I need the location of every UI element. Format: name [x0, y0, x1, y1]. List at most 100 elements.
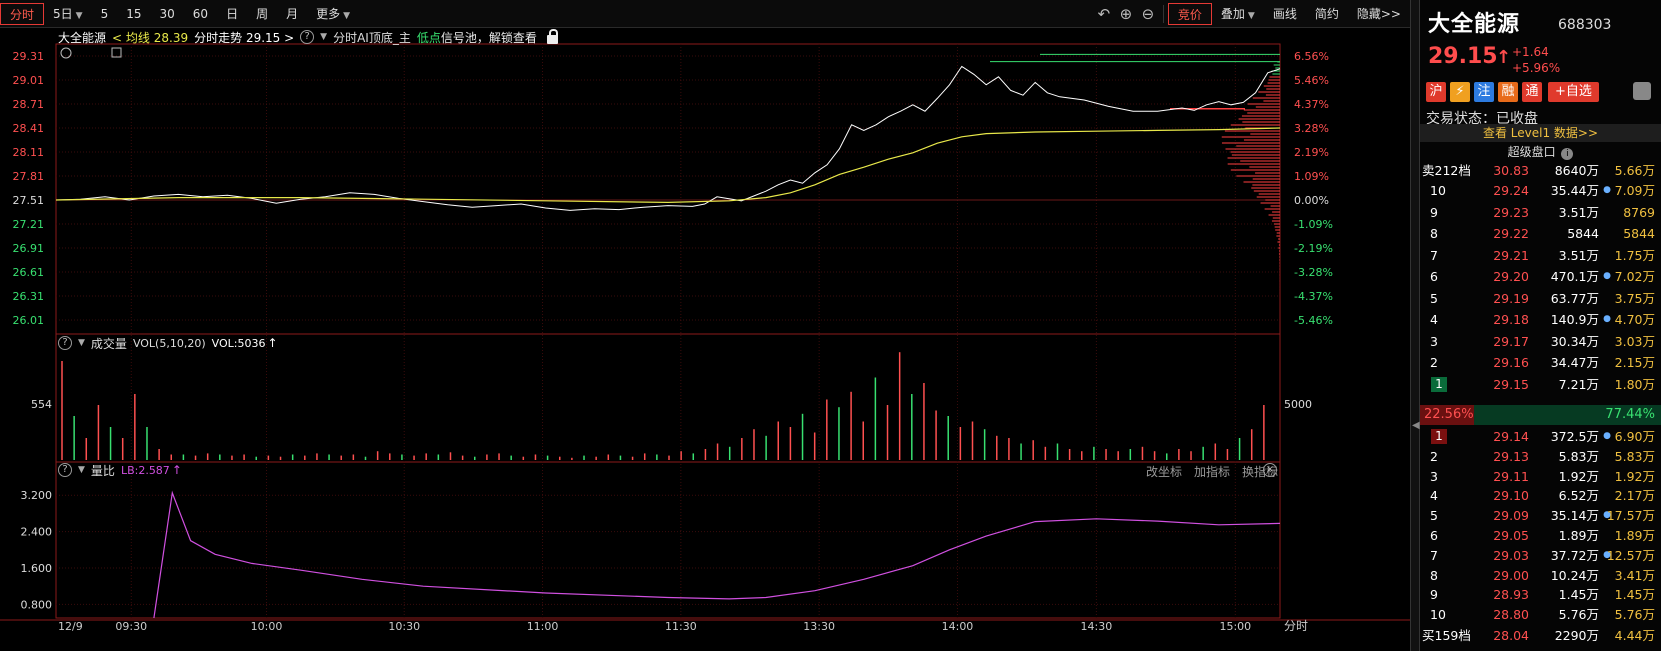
level-volume: 35.14万	[1550, 508, 1599, 524]
signal-pool-link[interactable]: 信号池，解锁查看	[440, 30, 537, 45]
volume-params: VOL(5,10,20)	[132, 336, 206, 350]
level-label: 2	[1430, 355, 1438, 370]
volume-legend: ? ▼ 成交量 VOL(5,10,20) VOL:5036 ↑	[58, 334, 284, 352]
ask-row[interactable]: 5 29.19 63.77万 3.75万	[1420, 288, 1661, 309]
ai-indicator-label[interactable]: 分时AI顶底_主	[333, 30, 411, 45]
panel-collapse-handle[interactable]: ◀	[1410, 0, 1420, 651]
registration-badge[interactable]: 注	[1474, 82, 1494, 102]
zoom-out-icon[interactable]: ⊖	[1141, 5, 1155, 23]
last-price: 29.15	[1428, 44, 1498, 69]
timeframe-tab-6[interactable]: 日	[217, 3, 247, 25]
level-label: 6	[1430, 269, 1438, 284]
dropdown-caret-icon: ▼	[343, 10, 351, 21]
margin-badge[interactable]: 融	[1498, 82, 1518, 102]
ask-row[interactable]: 3 29.17 30.34万 3.03万	[1420, 331, 1661, 352]
timeframe-tab-9[interactable]: 更多 ▼	[307, 3, 359, 25]
dropdown-caret-icon[interactable]: ▼	[320, 32, 328, 42]
level-price: 29.14	[1493, 429, 1529, 444]
level-amount: 3.03万	[1614, 333, 1655, 349]
main-legend: 大全能源 < 均线 28.39 分时走势 29.15 > ? ▼ 分时AI顶底_…	[58, 28, 564, 46]
bid-row[interactable]: 6 29.05 1.89万 1.89万	[1420, 525, 1661, 546]
undo-icon[interactable]: ↶	[1097, 5, 1111, 23]
connect-badge[interactable]: 通	[1522, 82, 1542, 102]
toolbar-button-2[interactable]: 画线	[1264, 3, 1306, 25]
bid-row[interactable]: 1 29.14 372.5万 ● 6.90万	[1420, 426, 1661, 447]
change-axis-button[interactable]: 改坐标	[1145, 465, 1182, 479]
level1-link[interactable]: 查看 Level1 数据>>	[1420, 124, 1661, 142]
timeframe-tab-5[interactable]: 60	[184, 3, 217, 25]
up-arrow-icon: ↑	[1496, 47, 1512, 68]
level-amount: 7.02万	[1614, 269, 1655, 284]
timeframe-tab-1[interactable]: 5日 ▼	[44, 3, 92, 25]
timeframe-tab-7[interactable]: 周	[247, 3, 277, 25]
ask-row[interactable]: 2 29.16 34.47万 2.15万	[1420, 352, 1661, 373]
ask-row[interactable]: 6 29.20 470.1万 ● 7.02万	[1420, 266, 1661, 287]
toolbar-button-label: 竞价	[1177, 8, 1202, 22]
timeframe-tab-2[interactable]: 5	[92, 3, 118, 25]
x-tick-label: 15:00	[1219, 620, 1251, 633]
add-favorite-button[interactable]: +自选	[1548, 82, 1599, 102]
sell-summary-row[interactable]: 卖212档 30.83 8640万 5.66万	[1420, 160, 1661, 181]
timeframe-tab-3[interactable]: 15	[117, 3, 150, 25]
toolbar-button-3[interactable]: 简约	[1306, 3, 1348, 25]
trend-label: 分时走势	[194, 30, 243, 45]
level-amount: 1.92万	[1614, 468, 1655, 484]
x-tick-label: 09:30	[115, 620, 147, 633]
ask-row[interactable]: 10 29.24 35.44万 ● 7.09万	[1420, 180, 1661, 201]
toolbar-button-4[interactable]: 隐藏>>	[1348, 3, 1410, 25]
bid-row[interactable]: 3 29.11 1.92万 1.92万	[1420, 466, 1661, 487]
level-price: 29.20	[1493, 269, 1529, 284]
pct-tick-label: 4.37%	[1294, 98, 1329, 111]
level-price: 29.03	[1493, 547, 1529, 563]
toolbar-button-1[interactable]: 叠加 ▼	[1212, 3, 1264, 25]
bid-row[interactable]: 5 29.09 35.14万 ● 17.57万	[1420, 505, 1661, 526]
timeframe-tab-8[interactable]: 月	[277, 3, 307, 25]
level-volume: 140.9万	[1550, 312, 1599, 327]
intraday-chart[interactable]: 12/9 09:30 10:00 10:30 11:00 11:30 13:30 14:00 1…	[0, 28, 1410, 651]
ask-row[interactable]: 4 29.18 140.9万 ● 4.70万	[1420, 309, 1661, 330]
dropdown-caret-icon[interactable]: ▼	[78, 465, 85, 475]
help-icon[interactable]: ?	[300, 30, 315, 44]
timeframe-tab-0[interactable]: 分时	[0, 2, 45, 25]
alert-bell-icon[interactable]	[1633, 82, 1651, 100]
ask-row[interactable]: 7 29.21 3.51万 1.75万	[1420, 245, 1661, 266]
level-label: 8	[1430, 567, 1438, 583]
bid-row[interactable]: 4 29.10 6.52万 2.17万	[1420, 485, 1661, 506]
chart-area: 12/9 09:30 10:00 10:30 11:00 11:30 13:30 14:00 1…	[0, 28, 1410, 651]
bid-row[interactable]: 8 29.00 10.24万 3.41万	[1420, 565, 1661, 586]
buy-summary-row[interactable]: 买159档 28.04 2290万 4.44万	[1420, 625, 1661, 646]
toolbar-divider	[1162, 5, 1164, 23]
bid-row[interactable]: 10 28.80 5.76万 5.76万	[1420, 604, 1661, 625]
toolbar-button-0[interactable]: 竞价	[1167, 3, 1212, 25]
dropdown-caret-icon[interactable]: ▼	[78, 338, 85, 348]
info-icon[interactable]: i	[1561, 148, 1574, 160]
timeframe-tab-4[interactable]: 30	[151, 3, 184, 25]
close-overlay-icon[interactable]	[60, 47, 72, 59]
bid-row[interactable]: 7 29.03 37.72万 ● 12.57万	[1420, 545, 1661, 566]
ask-row[interactable]: 9 29.23 3.51万 8769	[1420, 202, 1661, 223]
price-tick-label: 29.01	[13, 74, 45, 87]
ask-row[interactable]: 1 29.15 7.21万 1.80万	[1420, 374, 1661, 395]
level-label: 卖212档	[1422, 163, 1471, 178]
level-amount: 6.90万	[1614, 429, 1655, 444]
help-icon[interactable]: ?	[58, 336, 72, 350]
help-icon[interactable]: ?	[58, 463, 72, 477]
add-indicator-button[interactable]: 加指标	[1193, 465, 1230, 479]
level-label: 4	[1430, 488, 1438, 504]
expand-icon[interactable]	[111, 47, 122, 58]
close-icon[interactable]: ×	[1263, 463, 1277, 477]
bid-row[interactable]: 2 29.13 5.83万 5.83万	[1420, 446, 1661, 467]
lightning-badge[interactable]: ⚡	[1450, 82, 1470, 102]
super-orderbook-header: 超级盘口 i	[1420, 143, 1661, 161]
large-order-dot-icon: ●	[1603, 271, 1611, 281]
level-amount: 5.66万	[1614, 163, 1655, 178]
level-label: 4	[1430, 312, 1438, 327]
level-label: 3	[1430, 333, 1438, 349]
zoom-in-icon[interactable]: ⊕	[1119, 5, 1133, 23]
bid-row[interactable]: 9 28.93 1.45万 1.45万	[1420, 584, 1661, 605]
shanghai-badge[interactable]: 沪	[1426, 82, 1446, 102]
ask-row[interactable]: 8 29.22 5844 5844	[1420, 223, 1661, 244]
level-price: 28.80	[1493, 607, 1529, 623]
level-volume: 2290万	[1554, 628, 1599, 643]
large-order-dot-icon: ●	[1603, 185, 1611, 195]
